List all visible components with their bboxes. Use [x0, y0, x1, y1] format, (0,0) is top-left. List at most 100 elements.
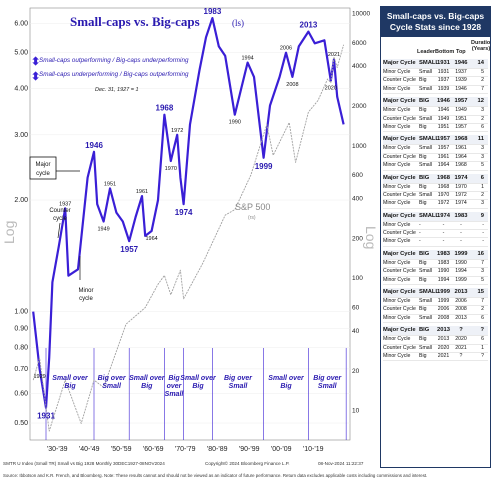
- cycle-cell-type: Major Cycle: [383, 289, 416, 296]
- cycle-cell-bottom: 1990: [437, 268, 450, 275]
- sub-cycle-row: Counter Cycle Big 1937 1939 2: [383, 77, 488, 86]
- cycle-cell-type: Minor Cycle: [383, 336, 411, 343]
- regime-label: Big over Small: [165, 375, 185, 398]
- minor-year-label: 1949: [97, 227, 109, 233]
- footer-source-note: Source: Ibbotson and K.R. French, and Bl…: [3, 473, 428, 478]
- sub-cycle-row: Minor Cycle Big 1946 1949 3: [383, 107, 488, 116]
- peak-year-label: 1968: [156, 104, 174, 113]
- sub-cycle-row: Counter Cycle Big 2006 2008 2: [383, 306, 488, 315]
- cycle-cell-top: 2020: [455, 336, 467, 343]
- cycle-cell-leader: BIG: [419, 174, 430, 181]
- cycle-cell-leader: Small: [419, 191, 432, 198]
- minor-year-label: 2021: [328, 52, 340, 58]
- cycle-cell-top: 1946: [454, 60, 468, 66]
- cycle-cell-leader: Big: [419, 352, 427, 359]
- cycle-cell-bottom: 1964: [437, 162, 450, 169]
- cycle-cell-top: 1974: [454, 174, 468, 181]
- cycle-cell-bottom: 1968: [437, 183, 450, 190]
- y-left-tick: 6.00: [14, 20, 28, 27]
- major-cycle-row: Major Cycle BIG 1983 1999 16: [383, 249, 488, 260]
- cycle-cell-bottom: 2013: [437, 327, 450, 334]
- col-leader: Leader: [417, 49, 436, 55]
- sub-cycle-row: Counter Cycle Small 1949 1951 2: [383, 116, 488, 124]
- cycle-cell-top: 1937: [455, 69, 467, 75]
- cycle-cell-leader: Small: [419, 344, 432, 351]
- y-right-tick: 2000: [352, 103, 367, 110]
- cycle-cell-leader: Big: [419, 153, 427, 160]
- regime-label: Big over Small: [224, 375, 253, 390]
- sub-cycle-row: Minor Cycle Big 1972 1974 3: [383, 200, 488, 209]
- cycle-cell-type: Major Cycle: [383, 136, 416, 143]
- minor-year-label: 1990: [229, 120, 241, 126]
- cycle-cell-bottom: 2008: [437, 314, 450, 321]
- peak-year-label: 1931: [37, 412, 55, 421]
- cycle-cell-dur: 5: [481, 276, 484, 283]
- cycle-cell-leader: Small: [419, 115, 432, 122]
- y-left-tick: 0.80: [14, 344, 28, 351]
- footer-bloomberg-line: SMTR U Index (Small TR) Small vs Big 192…: [3, 461, 165, 466]
- sub-cycle-row: Minor Cycle - - - -: [383, 238, 488, 247]
- cycle-cell-type: Minor Cycle: [383, 183, 411, 190]
- cycle-cell-top: 1951: [455, 115, 467, 122]
- cycle-group: Major Cycle BIG 2013?? Minor Cycle Big 2013 20…: [383, 326, 488, 362]
- legend-outperforming: Small-caps outperforming / Big-caps unde…: [39, 57, 189, 64]
- minor-year-label: 1929: [33, 374, 45, 380]
- y-right-tick: 200: [352, 235, 363, 242]
- y-left-tick: 0.60: [14, 391, 28, 398]
- major-cycle-row: Major Cycle BIG 1968 1974 6: [383, 173, 488, 184]
- x-tick: '50-'59: [111, 446, 132, 453]
- regime-label: Small over Big: [180, 375, 217, 390]
- cycle-cell-top: 2013: [455, 314, 467, 321]
- peak-year-label: 2013: [300, 21, 318, 30]
- cycle-cell-bottom: 1937: [437, 77, 450, 84]
- sub-cycle-row: Minor Cycle Small 1957 1961 3: [383, 145, 488, 154]
- ratio-series-line: [32, 17, 345, 409]
- cycle-cell-dur: -: [482, 230, 484, 237]
- minor-year-label: 1951: [104, 181, 116, 187]
- cycle-cell-leader: Small: [419, 85, 432, 92]
- cycle-cell-dur: 7: [481, 298, 484, 305]
- cycle-cell-leader: -: [419, 230, 421, 237]
- cycle-cell-type: Major Cycle: [383, 212, 416, 219]
- chart-title: Small-caps vs. Big-caps: [70, 14, 200, 29]
- cycle-cell-bottom: 2013: [437, 336, 450, 343]
- peak-year-label: 1999: [255, 162, 273, 171]
- minor-cycle-label-1: Minor: [78, 288, 93, 294]
- cycle-cell-top: 1990: [455, 259, 467, 266]
- footer-date: 08-Nov-2024 11:22:37: [318, 461, 364, 466]
- cycle-cell-leader: Big: [419, 107, 427, 114]
- cycle-cell-type: Counter Cycle: [383, 344, 416, 351]
- regime-label: Big over Small: [98, 375, 127, 390]
- cycle-cell-top: 2008: [455, 306, 467, 313]
- regime-label: Small over Big: [129, 375, 166, 390]
- y-right-tick: 400: [352, 196, 363, 203]
- x-tick: '70-'79: [175, 446, 196, 453]
- cycle-cell-dur: 9: [480, 212, 484, 219]
- cycle-cell-leader: Small: [419, 69, 432, 75]
- cycle-cell-dur: -: [482, 221, 484, 228]
- x-tick: '40-'49: [79, 446, 100, 453]
- cycle-cell-bottom: 1946: [437, 107, 450, 114]
- cycle-cell-leader: BIG: [419, 250, 430, 257]
- sub-cycle-row: Minor Cycle Big 1968 1970 1: [383, 184, 488, 192]
- x-tick: '60-'69: [143, 446, 164, 453]
- cycle-cell-dur: 3: [481, 153, 484, 160]
- cycle-cell-leader: Big: [419, 123, 427, 130]
- y-axis-label-left: Log: [1, 221, 17, 244]
- cycle-cell-bottom: 2006: [437, 306, 450, 313]
- x-tick: '10-'19: [303, 446, 324, 453]
- cycle-cell-bottom: 1957: [437, 136, 450, 143]
- cycle-stats-table: Major Cycle SMALL 1931 1946 14 Minor Cycle Sma…: [381, 59, 490, 362]
- cycle-cell-dur: 2: [481, 115, 484, 122]
- cycle-group: Major Cycle BIG 1946 1957 12 Minor Cycle Big 19…: [383, 97, 488, 133]
- minor-year-label: 1994: [241, 56, 253, 62]
- cycle-cell-dur: -: [482, 238, 484, 245]
- sp500-label: S&P 500: [235, 202, 270, 212]
- cycle-cell-top: 1968: [455, 162, 467, 169]
- cycle-cell-dur: 6: [481, 123, 484, 130]
- cycle-cell-leader: Big: [419, 336, 427, 343]
- cycle-cell-dur: 3: [481, 145, 484, 152]
- y-right-tick: 600: [352, 172, 363, 179]
- cycle-cell-dur: ?: [481, 352, 484, 359]
- arrow-up-icon: ⬍: [31, 56, 40, 68]
